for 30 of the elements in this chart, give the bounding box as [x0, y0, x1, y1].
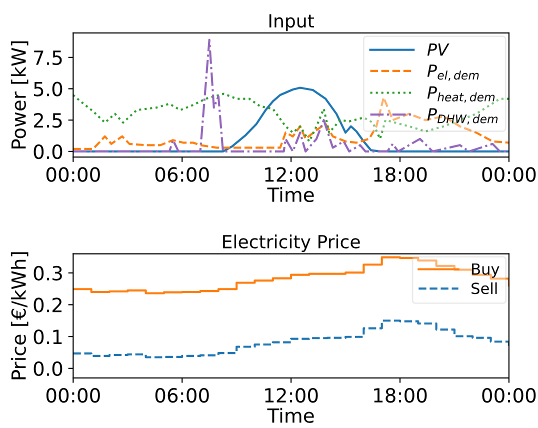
- x-tick-label: 00:00: [46, 388, 100, 403]
- y-tick-label: 0.1: [34, 330, 62, 344]
- legend-label: Sell: [472, 282, 497, 294]
- x-tick-label: 18:00: [374, 388, 427, 403]
- y-tick-label: 0.0: [34, 144, 62, 160]
- x-axis-title: Time: [267, 408, 314, 423]
- y-tick-label: 0.3: [34, 266, 62, 281]
- x-tick-label: 12:00: [265, 388, 318, 403]
- line-series: [73, 38, 509, 152]
- chart-title: Electricity Price: [223, 234, 360, 252]
- y-tick-label: 0.0: [34, 361, 62, 376]
- legend-label: P$_{el,dem}$: [427, 64, 479, 81]
- x-tick-label: 06:00: [155, 167, 209, 182]
- legend-label: P$_{DHW,dem}$: [427, 108, 498, 124]
- x-tick-label: 06:00: [155, 388, 209, 403]
- legend-label: P$_{heat,dem}$: [427, 86, 495, 103]
- y-axis-title: Price [€/kWh]: [10, 252, 28, 380]
- y-tick-label: 2.5: [34, 113, 62, 128]
- x-tick-label: 12:00: [265, 167, 318, 182]
- x-tick-label: 00:00: [482, 167, 536, 182]
- x-axis-title: Time: [267, 187, 314, 202]
- y-axis-title: Power [kW]: [10, 41, 28, 148]
- x-tick-label: 00:00: [482, 388, 536, 403]
- x-tick-label: 00:00: [46, 167, 100, 182]
- chart-title: Input: [269, 14, 314, 32]
- x-tick-label: 18:00: [374, 167, 427, 182]
- y-tick-label: 7.5: [34, 50, 62, 66]
- y-tick-label: 0.2: [34, 298, 62, 312]
- legend-label: PV: [427, 43, 450, 56]
- y-tick-label: 5.0: [34, 82, 62, 96]
